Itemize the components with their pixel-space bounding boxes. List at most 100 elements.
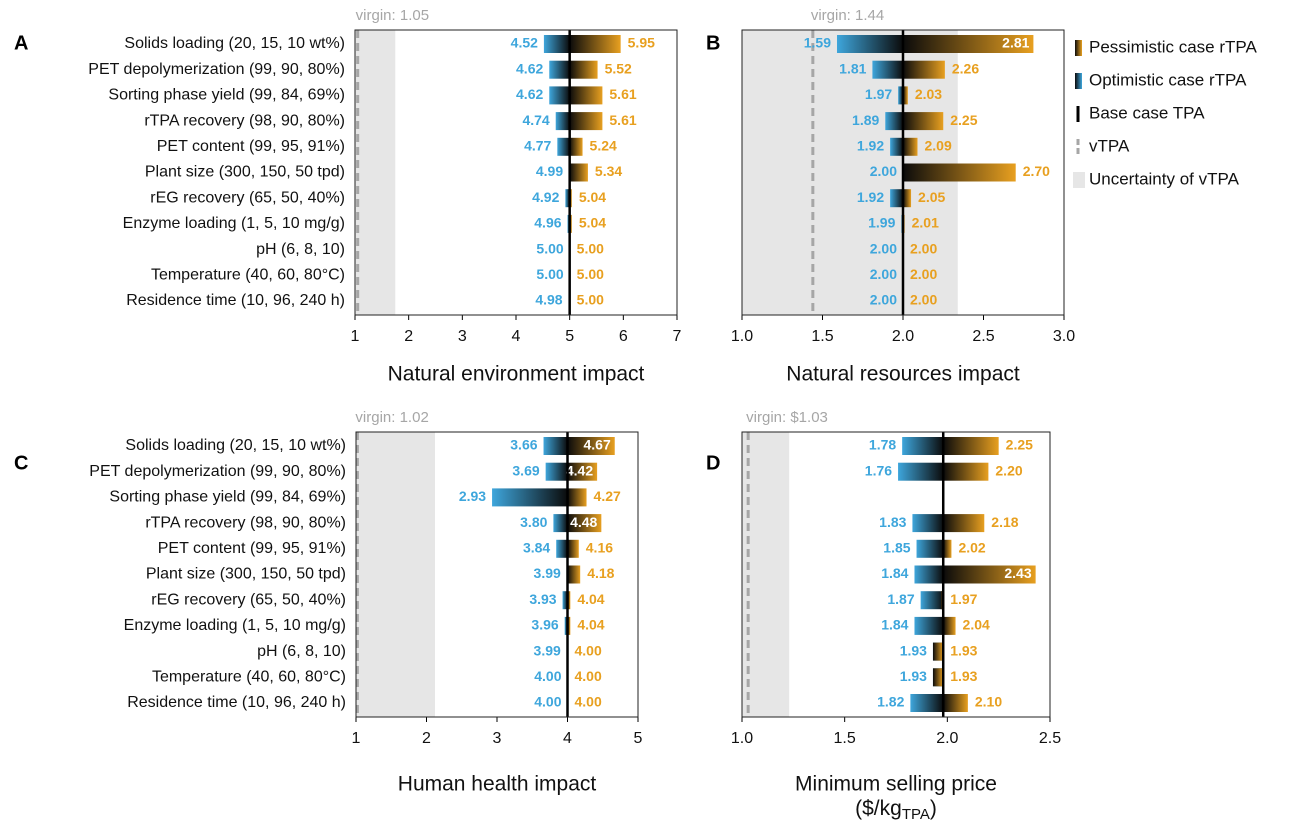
- pessimistic-bar: [569, 112, 603, 131]
- pessimistic-bar: [932, 668, 944, 687]
- category-label: Plant size (300, 150, 50 tpd): [145, 164, 345, 181]
- plot-frame: [355, 431, 639, 718]
- value-label: 4.67: [583, 437, 610, 453]
- pessimistic-bar: [943, 462, 989, 481]
- x-tick-label: 2.0: [892, 328, 914, 345]
- value-label: 1.84: [881, 617, 908, 633]
- x-tick-label: 3: [458, 328, 467, 345]
- value-label: 1.99: [868, 215, 895, 231]
- optimistic-bar: [543, 35, 570, 53]
- optimistic-bar: [549, 86, 570, 105]
- value-label: 1.84: [881, 565, 908, 581]
- pessimistic-bar: [943, 565, 1036, 584]
- value-label: 3.93: [529, 591, 556, 607]
- value-label: 2.43: [1004, 565, 1031, 581]
- value-label: 2.04: [963, 617, 990, 633]
- category-label: Temperature (40, 60, 80°C): [152, 669, 346, 686]
- value-label: 2.20: [995, 462, 1022, 478]
- x-tick-label: 1: [351, 328, 360, 345]
- value-label: 1.59: [804, 35, 831, 51]
- x-tick-label: 2.5: [972, 328, 994, 345]
- legend-label: Pessimistic case rTPA: [1089, 37, 1257, 56]
- value-label: 2.02: [958, 540, 985, 556]
- value-label: 1.97: [950, 591, 977, 607]
- value-label: 1.83: [879, 514, 906, 530]
- pessimistic-bar: [569, 35, 621, 53]
- pessimistic-bar: [903, 35, 1034, 53]
- uncertainty-band: [355, 30, 396, 315]
- category-label: Plant size (300, 150, 50 tpd): [146, 566, 346, 583]
- value-label: 1.92: [857, 189, 884, 205]
- value-label: 5.04: [579, 189, 606, 205]
- plot-frame: [354, 29, 678, 316]
- x-tick-label: 5: [565, 328, 574, 345]
- value-label: 5.61: [609, 86, 636, 102]
- optimistic-bar: [836, 35, 903, 53]
- optimistic-bar: [890, 137, 903, 156]
- value-label: 5.04: [579, 215, 606, 231]
- value-label: 5.00: [577, 292, 604, 308]
- value-label: 4.00: [575, 694, 602, 710]
- value-label: 2.00: [910, 240, 937, 256]
- optimistic-bar: [543, 437, 568, 455]
- optimistic-bar: [885, 112, 903, 131]
- value-label: 4.27: [594, 488, 621, 504]
- optimistic-bar: [545, 462, 568, 481]
- plot-frame: [741, 431, 1051, 718]
- category-label: pH (6, 8, 10): [257, 643, 346, 660]
- value-label: 4.00: [534, 668, 561, 684]
- value-label: 4.98: [535, 292, 562, 308]
- value-label: 5.00: [536, 266, 563, 282]
- pessimistic-bar: [903, 163, 1016, 182]
- x-axis-label: Minimum selling price: [795, 773, 997, 796]
- x-tick-label: 2: [422, 730, 431, 747]
- value-label: 2.01: [912, 215, 939, 231]
- category-label: Enzyme loading (1, 5, 10 mg/g): [124, 617, 346, 634]
- optimistic-bar: [898, 462, 944, 481]
- value-label: 4.62: [516, 86, 543, 102]
- x-tick-label: 6: [619, 328, 628, 345]
- pessimistic-bar: [932, 642, 944, 661]
- category-label: PET content (99, 95, 91%): [158, 540, 346, 557]
- value-label: 3.69: [512, 462, 539, 478]
- pessimistic-bar: [567, 591, 571, 610]
- category-label: Sorting phase yield (99, 84, 69%): [108, 87, 345, 104]
- panel-label: A: [14, 32, 28, 54]
- category-label: Residence time (10, 96, 240 h): [126, 292, 345, 309]
- value-label: 1.93: [900, 642, 927, 658]
- x-tick-label: 2.5: [1039, 730, 1061, 747]
- virgin-label: virgin: 1.44: [811, 7, 884, 24]
- value-label: 5.00: [536, 240, 563, 256]
- x-tick-label: 4: [512, 328, 521, 345]
- value-label: 1.93: [900, 668, 927, 684]
- x-axis-label: Natural resources impact: [786, 363, 1020, 386]
- optimistic-bar: [872, 60, 903, 79]
- value-label: 1.97: [865, 86, 892, 102]
- value-label: 2.09: [924, 138, 951, 154]
- value-label: 4.04: [577, 591, 604, 607]
- x-tick-label: 2.0: [936, 730, 958, 747]
- x-tick-label: 1.5: [834, 730, 856, 747]
- value-label: 4.77: [524, 138, 551, 154]
- uncertainty-band: [742, 432, 790, 717]
- value-label: 5.00: [577, 240, 604, 256]
- pessimistic-bar: [567, 514, 602, 533]
- pessimistic-bar: [567, 616, 571, 635]
- value-label: 2.03: [915, 86, 942, 102]
- pessimistic-bar: [567, 437, 615, 455]
- value-label: 3.66: [510, 437, 537, 453]
- optimistic-bar: [910, 694, 944, 712]
- value-label: 4.52: [511, 35, 538, 51]
- pessimistic-bar: [903, 86, 908, 105]
- category-label: PET content (99, 95, 91%): [157, 138, 345, 155]
- value-label: 5.95: [628, 35, 655, 51]
- panel-label: D: [706, 452, 720, 474]
- value-label: 4.99: [536, 163, 563, 179]
- uncertainty-band: [356, 432, 435, 717]
- category-label: rTPA recovery (98, 90, 80%): [144, 112, 345, 129]
- value-label: 2.00: [910, 266, 937, 282]
- x-tick-label: 2: [404, 328, 413, 345]
- pessimistic-bar: [567, 462, 598, 481]
